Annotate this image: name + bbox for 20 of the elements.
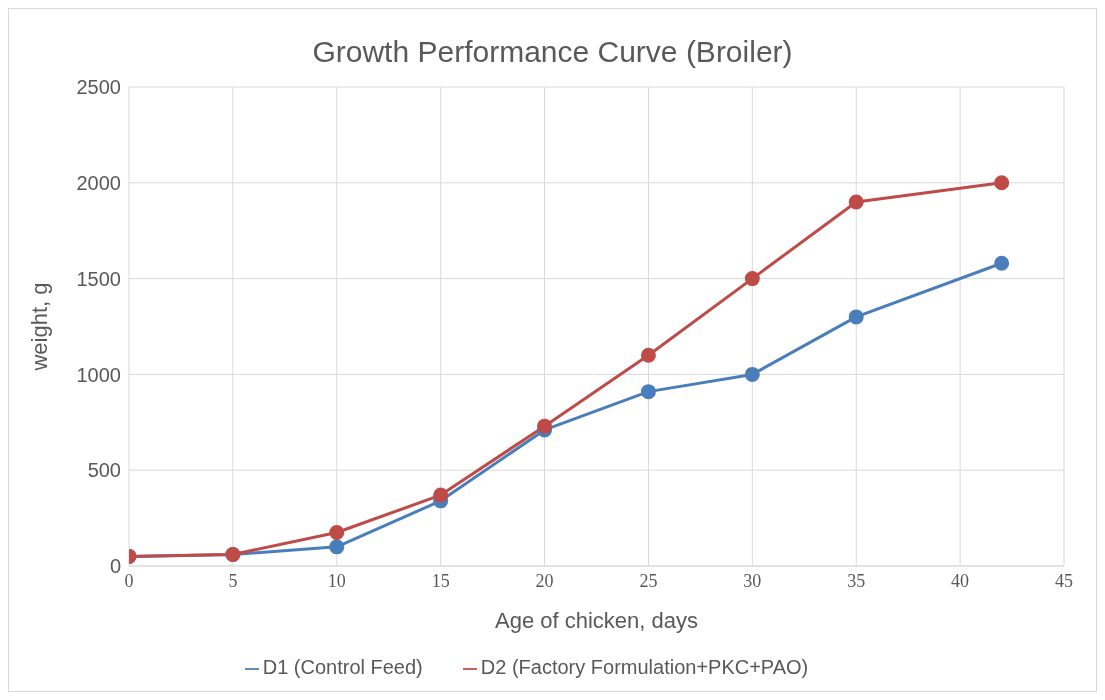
- x-tick-label: 30: [743, 570, 762, 591]
- legend-label: D2 (Factory Formulation+PKC+PAO): [480, 656, 809, 678]
- x-axis-title: Age of chicken, days: [494, 608, 699, 633]
- x-tick-label: 20: [535, 570, 554, 591]
- x-tick-label: 45: [1055, 570, 1073, 591]
- y-tick-label: 1000: [76, 363, 121, 386]
- x-tick-label: 40: [951, 570, 970, 591]
- y-tick-label: 2500: [76, 76, 121, 99]
- x-tick-label: 0: [124, 570, 134, 591]
- y-tick-label: 500: [87, 459, 121, 482]
- y-tick-label: 2000: [76, 171, 121, 194]
- x-tick-label: 10: [327, 570, 346, 591]
- chart-title: Growth Performance Curve (Broiler): [311, 34, 794, 69]
- x-tick-label: 5: [228, 570, 238, 591]
- x-tick-label: 25: [639, 570, 658, 591]
- x-tick-label: 35: [847, 570, 866, 591]
- legend-label: D1 (Control Feed): [262, 656, 423, 678]
- y-tick-label: 1500: [76, 267, 121, 290]
- y-axis-title: weight, g: [26, 282, 52, 372]
- x-tick-label: 15: [431, 570, 450, 591]
